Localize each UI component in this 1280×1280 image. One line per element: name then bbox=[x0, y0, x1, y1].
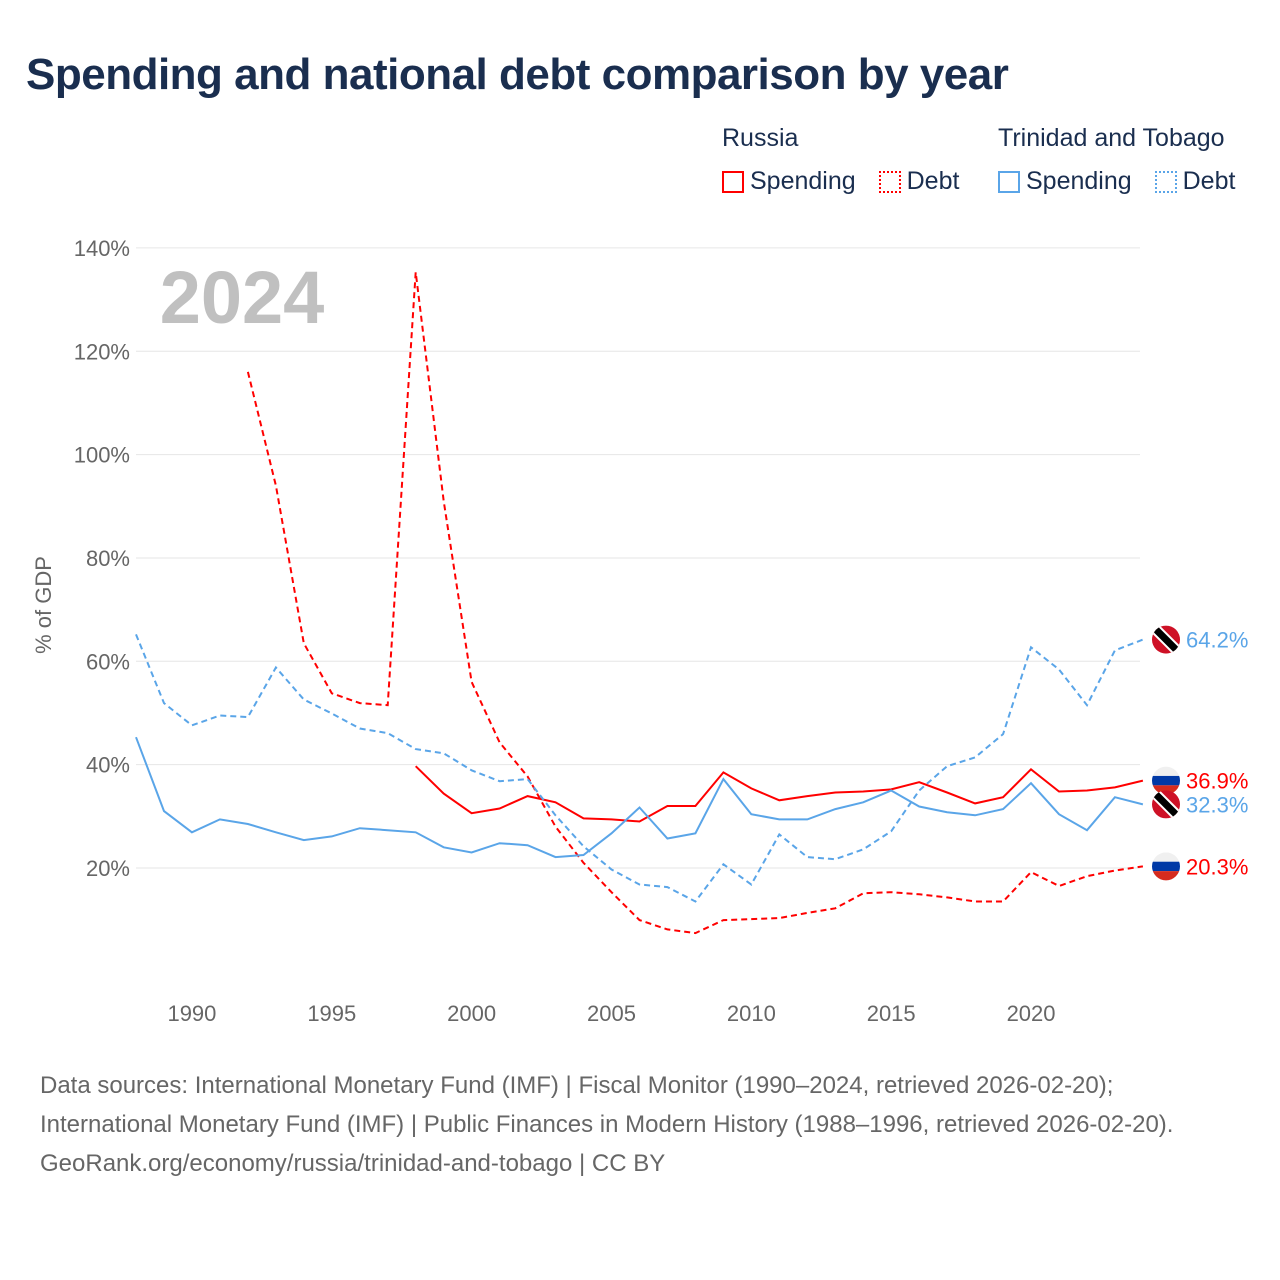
flag-white-stripe bbox=[1152, 766, 1180, 777]
flag-red-stripe bbox=[1152, 785, 1180, 795]
legend-country-tt: Trinidad and Tobago bbox=[998, 124, 1225, 152]
x-tick-label: 1990 bbox=[167, 1001, 216, 1026]
dotted-swatch-icon bbox=[878, 170, 901, 193]
y-tick-label: 40% bbox=[86, 753, 130, 778]
series-line-trinidad-and-tobago-spending bbox=[135, 736, 1144, 859]
y-tick-label: 80% bbox=[86, 546, 130, 571]
flag-white-stripe bbox=[1152, 852, 1180, 862]
legend-country-russia: Russia bbox=[722, 124, 799, 152]
y-tick-label: 120% bbox=[74, 339, 130, 364]
footer: Data sources: International Monetary Fun… bbox=[40, 1066, 1240, 1183]
x-tick-label: 1995 bbox=[307, 1001, 356, 1026]
data-sources: Data sources: International Monetary Fun… bbox=[40, 1072, 1174, 1138]
credit-link[interactable]: GeoRank.org/economy/russia/trinidad-and-… bbox=[40, 1150, 666, 1177]
flag-body bbox=[1152, 852, 1180, 881]
legend-tt-debt[interactable]: Debt bbox=[1154, 167, 1236, 196]
x-tick-label: 2015 bbox=[867, 1001, 916, 1026]
y-tick-label: 140% bbox=[74, 236, 130, 261]
chart-title: Spending and national debt comparison by… bbox=[26, 50, 1009, 99]
end-value-label: 20.3% bbox=[1186, 854, 1248, 879]
legend-tt: Trinidad and Tobago Spending Debt bbox=[998, 124, 1235, 200]
end-value-label: 64.2% bbox=[1186, 628, 1248, 653]
x-tick-label: 2000 bbox=[447, 1001, 496, 1026]
x-tick-label: 2005 bbox=[587, 1001, 636, 1026]
flag-black-band bbox=[1152, 790, 1180, 819]
trinidad-tobago-flag-icon bbox=[1152, 625, 1180, 654]
legend-label: Debt bbox=[906, 167, 960, 195]
flag-black-band bbox=[1152, 625, 1180, 654]
russia-flag-icon bbox=[1152, 852, 1180, 881]
series-line-russia-spending bbox=[415, 765, 1144, 823]
legend-label: Spending bbox=[750, 167, 856, 195]
flag-red-stripe bbox=[1152, 871, 1180, 881]
end-value-label: 36.9% bbox=[1186, 769, 1248, 794]
x-tick-label: 2020 bbox=[1007, 1001, 1056, 1026]
y-tick-label: 60% bbox=[86, 649, 130, 674]
y-tick-label: 20% bbox=[86, 856, 130, 881]
series-line-trinidad-and-tobago-debt bbox=[135, 634, 1144, 903]
russia-flag-icon bbox=[1152, 766, 1180, 795]
legend-tt-spending[interactable]: Spending bbox=[998, 167, 1132, 196]
dotted-swatch-icon bbox=[1154, 170, 1177, 193]
solid-swatch-icon bbox=[998, 170, 1020, 193]
year-watermark: 2024 bbox=[160, 256, 325, 339]
y-axis-label: % of GDP bbox=[31, 556, 56, 654]
solid-swatch-icon bbox=[722, 170, 744, 193]
flag-blue-stripe bbox=[1152, 775, 1180, 786]
end-value-label: 32.3% bbox=[1186, 792, 1248, 817]
flag-body bbox=[1152, 790, 1180, 819]
y-tick-label: 100% bbox=[74, 443, 130, 468]
legend-label: Debt bbox=[1182, 167, 1236, 195]
trinidad-tobago-flag-icon bbox=[1152, 790, 1180, 819]
legend-russia-debt[interactable]: Debt bbox=[878, 167, 960, 196]
legend-russia-spending[interactable]: Spending bbox=[722, 167, 856, 196]
flag-body bbox=[1152, 625, 1180, 654]
series-line-russia-debt bbox=[246, 272, 1144, 935]
flag-body bbox=[1152, 766, 1180, 795]
flag-blue-stripe bbox=[1152, 861, 1180, 872]
x-tick-label: 2010 bbox=[727, 1001, 776, 1026]
legend-russia: Russia Spending Debt bbox=[722, 124, 975, 200]
legend-label: Spending bbox=[1026, 167, 1132, 195]
